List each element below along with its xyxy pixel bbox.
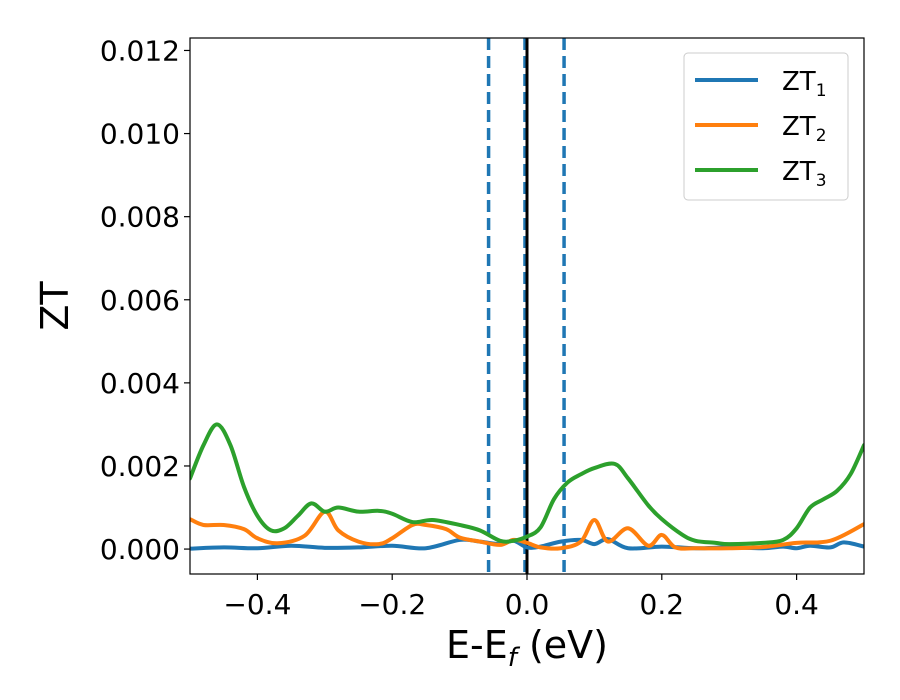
x-axis-ticks: −0.4 −0.2 0.0 0.2 0.4 (223, 574, 819, 621)
series-layer (190, 422, 864, 551)
vertical-reference-lines (486, 38, 566, 574)
x-tick-label: 0.2 (640, 588, 685, 621)
legend-box (683, 52, 849, 201)
legend: ZT1 ZT2 ZT3 (683, 52, 849, 201)
y-tick-label: 0.012 (100, 34, 180, 67)
series-line-zt2 (190, 509, 864, 551)
legend-label-zt3: ZT3 (782, 157, 827, 191)
legend-label-zt1: ZT1 (782, 67, 827, 101)
legend-label-zt2: ZT2 (782, 112, 827, 146)
y-tick-label: 0.000 (100, 533, 180, 566)
series-line-zt3 (190, 422, 864, 547)
y-tick-label: 0.006 (100, 284, 180, 317)
y-tick-label: 0.008 (100, 201, 180, 234)
y-axis-ticks: 0.000 0.002 0.004 0.006 0.008 0.010 0.012 (100, 34, 190, 566)
y-tick-label: 0.010 (100, 118, 180, 151)
series-line-zt1 (190, 537, 864, 551)
x-tick-label: −0.2 (358, 588, 426, 621)
x-tick-label: 0.4 (774, 588, 819, 621)
x-tick-label: 0.0 (505, 588, 550, 621)
y-tick-label: 0.004 (100, 367, 180, 400)
x-tick-label: −0.4 (223, 588, 291, 621)
y-axis-label: ZT (33, 281, 77, 331)
y-tick-label: 0.002 (100, 450, 180, 483)
x-axis-label: E-Ef (eV) (446, 623, 608, 673)
